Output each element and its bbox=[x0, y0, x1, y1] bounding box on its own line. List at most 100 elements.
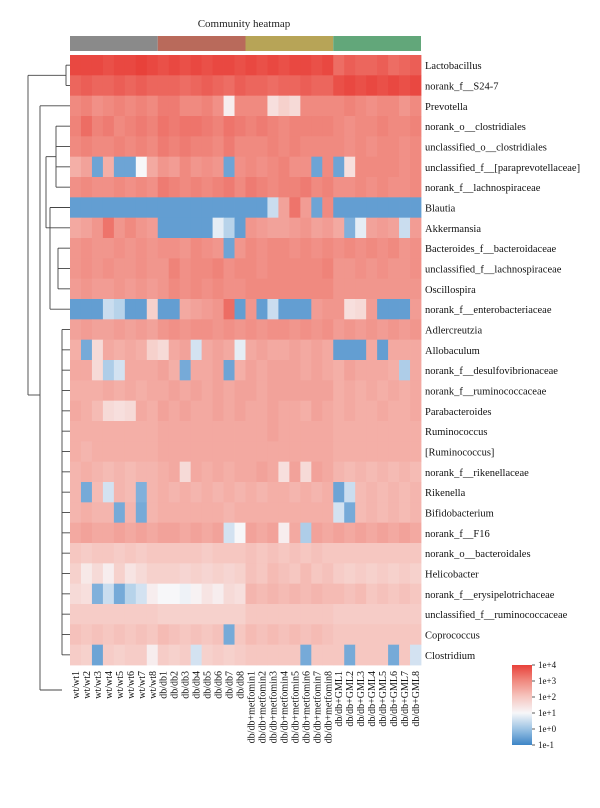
heatmap-cell bbox=[300, 482, 312, 503]
heatmap-cell bbox=[267, 543, 279, 564]
column-label: wt/wt7 bbox=[137, 671, 148, 699]
heatmap-cell bbox=[355, 563, 367, 585]
heatmap-cell bbox=[223, 217, 235, 239]
heatmap-cell bbox=[245, 319, 257, 341]
heatmap-cell bbox=[212, 563, 224, 585]
heatmap-cell bbox=[256, 400, 268, 422]
heatmap-cell bbox=[146, 522, 159, 544]
heatmap-cell bbox=[190, 461, 203, 483]
row-label: Blautia bbox=[425, 204, 456, 215]
heatmap-cell bbox=[91, 136, 104, 158]
heatmap-cell bbox=[223, 319, 235, 341]
group-bar-2 bbox=[157, 36, 246, 51]
row-label: Allobaculum bbox=[425, 346, 480, 357]
heatmap-cell bbox=[212, 502, 224, 524]
heatmap-cell bbox=[113, 55, 126, 76]
heatmap-cell bbox=[135, 441, 148, 463]
heatmap-cell bbox=[289, 400, 301, 422]
heatmap-cell bbox=[333, 258, 345, 280]
heatmap-cell bbox=[289, 75, 301, 97]
heatmap-cell bbox=[113, 380, 126, 402]
heatmap-cell bbox=[168, 624, 181, 646]
heatmap-cell bbox=[300, 116, 312, 137]
heatmap-cell bbox=[212, 156, 224, 178]
heatmap-cell bbox=[300, 136, 312, 158]
heatmap-cell bbox=[70, 421, 82, 442]
heatmap-cell bbox=[289, 604, 301, 625]
heatmap-cell bbox=[124, 75, 137, 97]
row-label: Akkermansia bbox=[425, 224, 481, 235]
heatmap-cell bbox=[300, 197, 312, 219]
heatmap-cell bbox=[278, 563, 290, 585]
heatmap-cell bbox=[366, 624, 378, 646]
heatmap-cell bbox=[256, 644, 268, 666]
heatmap-cell bbox=[399, 543, 411, 564]
heatmap-cell bbox=[70, 55, 82, 76]
heatmap-cell bbox=[399, 95, 411, 117]
heatmap-cell bbox=[168, 380, 181, 402]
heatmap-cell bbox=[256, 177, 268, 198]
heatmap-cell bbox=[190, 583, 203, 605]
column-label: wt/wt4 bbox=[104, 671, 115, 699]
heatmap-cell bbox=[355, 217, 367, 239]
heatmap-cell bbox=[322, 604, 334, 625]
heatmap-cell bbox=[278, 421, 290, 442]
heatmap-cell bbox=[410, 441, 422, 463]
heatmap-cell bbox=[223, 522, 235, 544]
heatmap-cell bbox=[70, 319, 82, 341]
heatmap-cell bbox=[355, 156, 367, 178]
heatmap-cell bbox=[377, 136, 389, 158]
heatmap-cell bbox=[157, 339, 170, 361]
heatmap-cell bbox=[333, 421, 345, 442]
heatmap-cell bbox=[91, 360, 104, 381]
heatmap-cell bbox=[157, 604, 170, 625]
heatmap-cell bbox=[146, 278, 159, 300]
heatmap-cell bbox=[190, 319, 203, 341]
legend-label: 1e+4 bbox=[538, 660, 557, 670]
heatmap-cell bbox=[124, 278, 137, 300]
heatmap-cell bbox=[80, 116, 93, 137]
heatmap-cell bbox=[300, 380, 312, 402]
heatmap-cell bbox=[322, 400, 334, 422]
heatmap-cell bbox=[289, 55, 301, 76]
heatmap-cell bbox=[70, 339, 82, 361]
heatmap-cell bbox=[91, 258, 104, 280]
heatmap-cell bbox=[91, 156, 104, 178]
heatmap-cell bbox=[410, 299, 422, 320]
heatmap-cell bbox=[289, 583, 301, 605]
heatmap-cell bbox=[179, 441, 192, 463]
heatmap-cell bbox=[355, 461, 367, 483]
heatmap-cell bbox=[300, 238, 312, 259]
heatmap-cell bbox=[113, 217, 126, 239]
heatmap-cell bbox=[179, 177, 192, 198]
heatmap-cell bbox=[91, 563, 104, 585]
heatmap-cell bbox=[91, 177, 104, 198]
heatmap-cell bbox=[344, 319, 356, 341]
heatmap-cell bbox=[212, 644, 224, 666]
heatmap-cell bbox=[245, 400, 257, 422]
heatmap-cell bbox=[278, 502, 290, 524]
heatmap-cell bbox=[388, 604, 400, 625]
heatmap-cell bbox=[124, 360, 137, 381]
heatmap-cell bbox=[344, 360, 356, 381]
heatmap-cell bbox=[399, 624, 411, 646]
heatmap-cell bbox=[113, 197, 126, 219]
column-label: db/db2 bbox=[170, 671, 181, 699]
heatmap-cell bbox=[135, 380, 148, 402]
heatmap-cell bbox=[377, 116, 389, 137]
heatmap-cell bbox=[245, 360, 257, 381]
heatmap-cell bbox=[278, 156, 290, 178]
heatmap-cell bbox=[410, 217, 422, 239]
heatmap-cell bbox=[168, 156, 181, 178]
heatmap-cell bbox=[344, 461, 356, 483]
heatmap-cell bbox=[113, 319, 126, 341]
heatmap-cell bbox=[80, 400, 93, 422]
heatmap-cell bbox=[190, 238, 203, 259]
heatmap-cell bbox=[201, 75, 213, 97]
heatmap-cell bbox=[113, 522, 126, 544]
heatmap-cell bbox=[366, 217, 378, 239]
heatmap-cell bbox=[201, 461, 213, 483]
row-label: Clostridium bbox=[425, 651, 475, 662]
heatmap-cell bbox=[223, 604, 235, 625]
heatmap-cell bbox=[267, 461, 279, 483]
